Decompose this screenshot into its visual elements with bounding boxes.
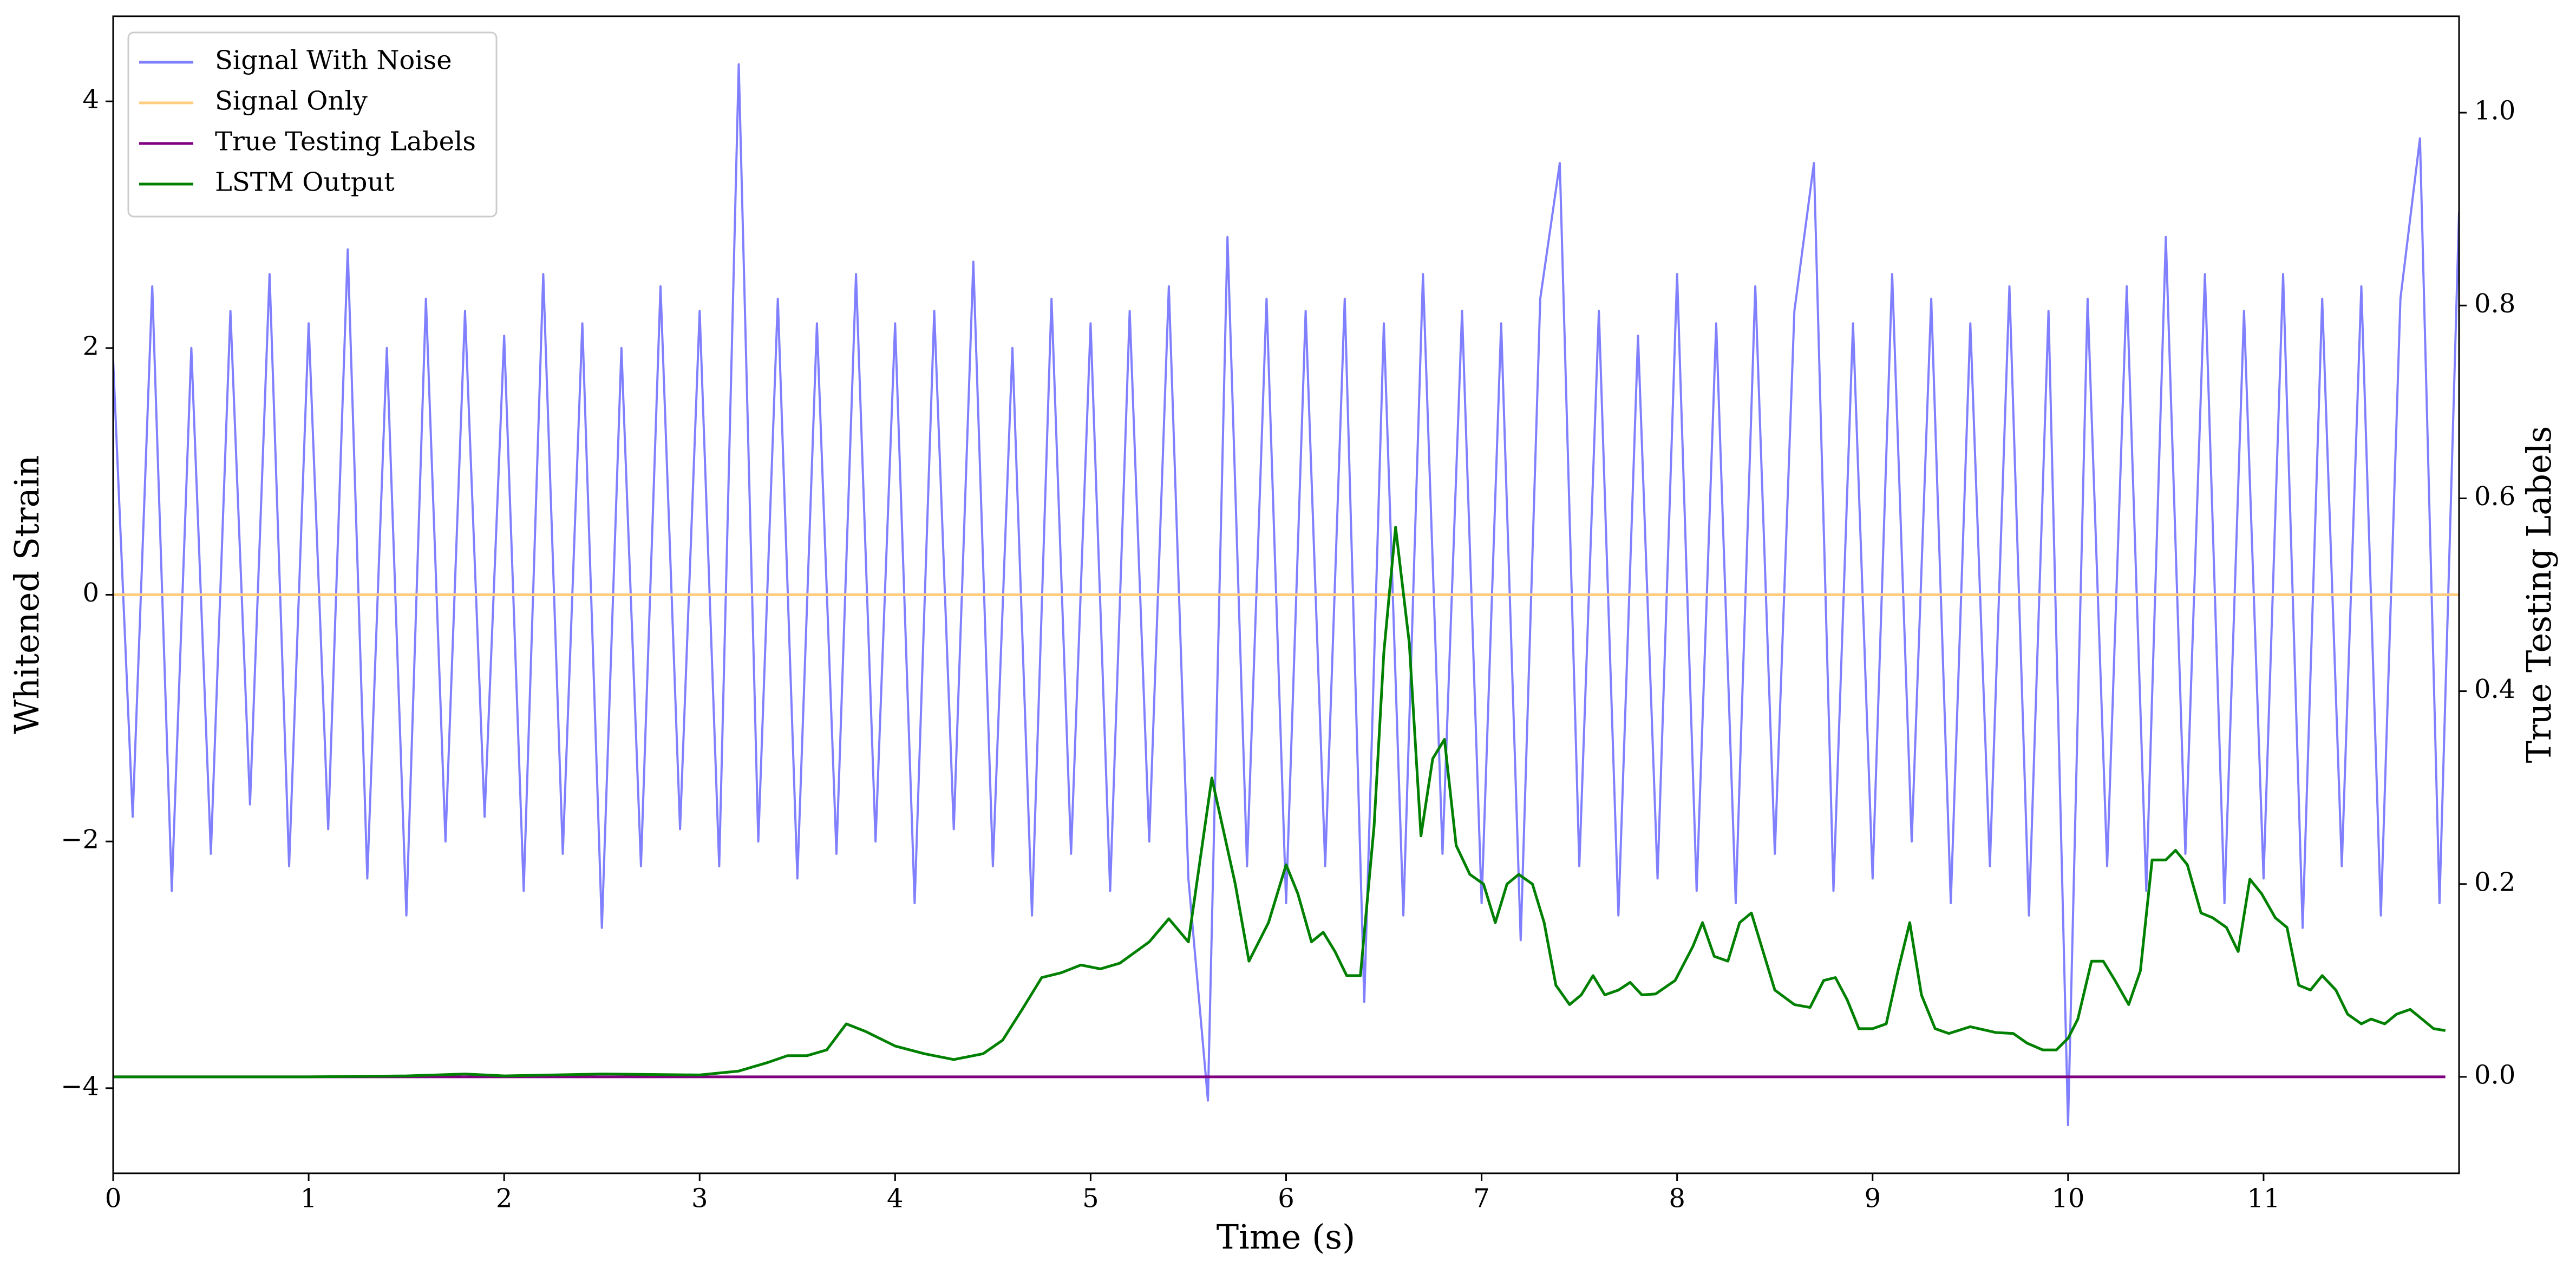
x-tick-label: 6 — [1278, 1184, 1294, 1214]
y-tick-label: 2 — [82, 331, 99, 361]
x-tick-label: 2 — [496, 1184, 513, 1214]
x-tick-label: 4 — [887, 1184, 904, 1214]
x-tick-label: 9 — [1864, 1184, 1881, 1214]
x-tick-label: 0 — [105, 1184, 122, 1214]
y2-axis-label: True Testing Labels — [2519, 426, 2559, 763]
x-tick-label: 5 — [1082, 1184, 1099, 1214]
x-tick-label: 8 — [1669, 1184, 1685, 1214]
legend-box — [127, 31, 498, 218]
legend-label: True Testing Labels — [215, 127, 476, 157]
y2-tick-label: 0.6 — [2474, 481, 2515, 512]
series-line — [113, 526, 2446, 1079]
y-tick-label: 4 — [82, 84, 99, 115]
x-tick-label: 1 — [300, 1184, 317, 1214]
x-tick-label: 11 — [2247, 1184, 2280, 1214]
y2-tick-label: 0.8 — [2474, 289, 2515, 319]
x-tick-label: 7 — [1473, 1184, 1490, 1214]
x-tick-label: 3 — [691, 1184, 708, 1214]
legend-label: Signal With Noise — [215, 45, 452, 76]
y-tick-label: −4 — [61, 1071, 99, 1101]
y-axis-label: Whitened Strain — [7, 455, 47, 734]
y-tick-label: 0 — [82, 578, 99, 608]
x-tick-label: 10 — [2051, 1184, 2084, 1214]
y2-tick-label: 0.0 — [2474, 1060, 2515, 1090]
series-line — [113, 63, 2459, 1127]
y-tick-label: −2 — [61, 825, 99, 855]
y2-tick-label: 0.2 — [2474, 867, 2515, 897]
legend-label: LSTM Output — [215, 167, 395, 198]
x-axis-label: Time (s) — [1217, 1217, 1356, 1257]
legend-label: Signal Only — [215, 86, 368, 116]
y2-tick-label: 1.0 — [2474, 96, 2515, 126]
y2-tick-label: 0.4 — [2474, 674, 2515, 704]
